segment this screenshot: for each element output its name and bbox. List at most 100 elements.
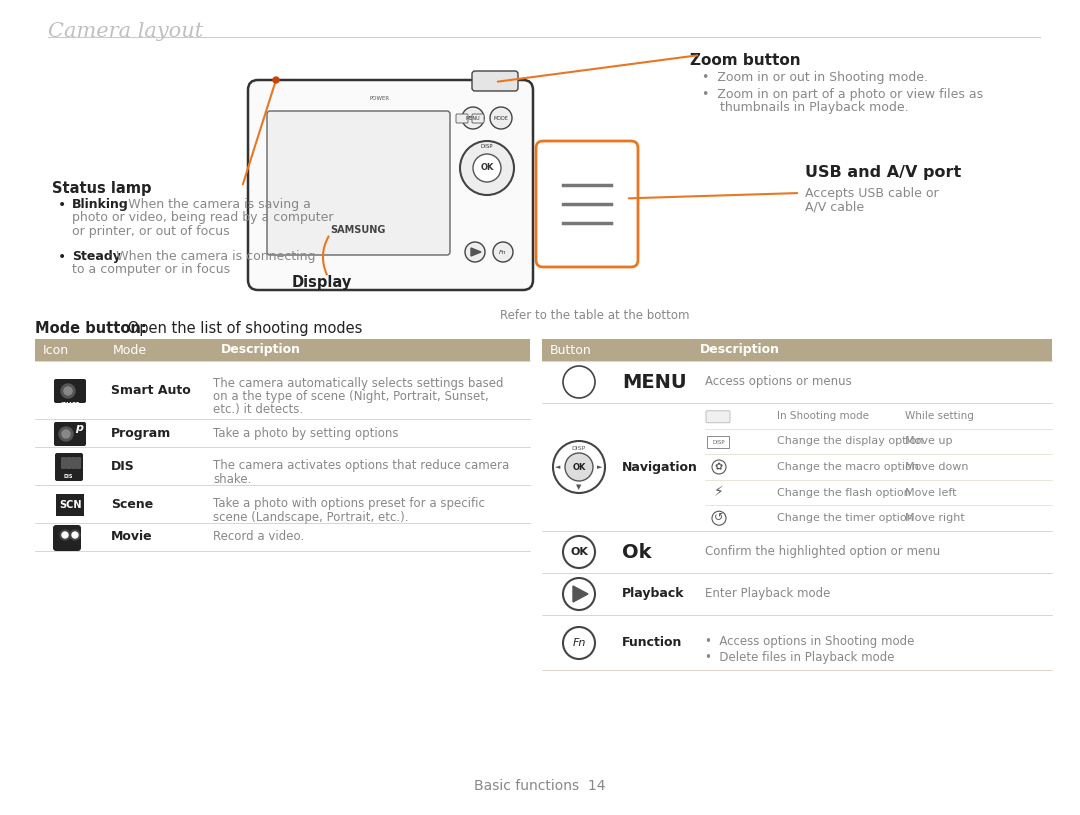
Circle shape (70, 530, 80, 540)
FancyBboxPatch shape (56, 494, 84, 516)
Text: DISP: DISP (572, 446, 586, 451)
FancyBboxPatch shape (542, 339, 1052, 361)
Text: OK: OK (572, 462, 585, 472)
Circle shape (72, 532, 78, 538)
Text: •: • (58, 198, 66, 212)
Text: ►: ► (597, 464, 603, 470)
FancyBboxPatch shape (66, 457, 71, 469)
Text: thumbnails in Playback mode.: thumbnails in Playback mode. (720, 101, 908, 114)
FancyBboxPatch shape (472, 114, 484, 123)
Text: DIS: DIS (111, 460, 135, 473)
Text: SAMSUNG: SAMSUNG (330, 225, 386, 235)
Text: photo or video, being read by a computer: photo or video, being read by a computer (72, 212, 334, 224)
Text: ◄: ◄ (555, 464, 561, 470)
Text: ▼: ▼ (577, 484, 582, 490)
Text: OK: OK (570, 547, 588, 557)
Text: Open the list of shooting modes: Open the list of shooting modes (123, 321, 363, 336)
Text: Scene: Scene (111, 497, 153, 510)
Text: Program: Program (111, 426, 172, 439)
Text: •: • (58, 250, 66, 264)
FancyBboxPatch shape (707, 436, 729, 448)
Circle shape (465, 242, 485, 262)
Text: Refer to the table at the bottom: Refer to the table at the bottom (500, 309, 689, 322)
FancyBboxPatch shape (35, 339, 530, 361)
Text: Ok: Ok (622, 543, 651, 562)
Text: Description: Description (221, 343, 301, 356)
Text: Take a photo by setting options: Take a photo by setting options (213, 426, 399, 439)
Text: Display: Display (292, 275, 352, 290)
Text: Blinking: Blinking (72, 198, 129, 211)
Text: Access options or menus: Access options or menus (705, 376, 852, 389)
Text: Mode button:: Mode button: (35, 321, 147, 336)
Text: The camera automatically selects settings based: The camera automatically selects setting… (213, 377, 503, 390)
Text: Mode: Mode (113, 343, 147, 356)
FancyBboxPatch shape (456, 114, 468, 123)
Text: scene (Landscape, Portrait, etc.).: scene (Landscape, Portrait, etc.). (213, 511, 408, 524)
FancyBboxPatch shape (536, 141, 638, 267)
Text: Steady: Steady (72, 250, 121, 263)
Circle shape (492, 242, 513, 262)
Text: Description: Description (700, 343, 780, 356)
Text: The camera activates options that reduce camera: The camera activates options that reduce… (213, 459, 510, 472)
Circle shape (712, 460, 726, 474)
FancyBboxPatch shape (54, 422, 86, 446)
FancyBboxPatch shape (55, 453, 83, 481)
Text: POWER: POWER (370, 95, 390, 100)
Text: •  Access options in Shooting mode: • Access options in Shooting mode (705, 636, 915, 649)
Text: Change the macro option: Change the macro option (777, 462, 919, 472)
Text: Basic functions  14: Basic functions 14 (474, 779, 606, 793)
Text: ↺: ↺ (714, 513, 724, 523)
Text: : When the camera is connecting: : When the camera is connecting (108, 250, 315, 263)
Text: Icon: Icon (43, 343, 69, 356)
Text: to a computer or in focus: to a computer or in focus (72, 263, 230, 276)
Circle shape (565, 453, 593, 481)
Circle shape (460, 141, 514, 195)
Text: Change the flash option: Change the flash option (777, 487, 910, 498)
FancyBboxPatch shape (248, 80, 534, 290)
Text: Playback: Playback (622, 588, 685, 601)
Circle shape (563, 627, 595, 659)
Text: Navigation: Navigation (622, 460, 698, 474)
Circle shape (553, 441, 605, 493)
FancyBboxPatch shape (54, 379, 86, 403)
Text: Move up: Move up (905, 436, 953, 447)
Text: DISP: DISP (481, 144, 494, 149)
Polygon shape (471, 248, 481, 256)
Circle shape (563, 536, 595, 568)
Text: While setting: While setting (905, 411, 974, 421)
Text: Move right: Move right (905, 513, 964, 523)
Text: Enter Playback mode: Enter Playback mode (705, 588, 831, 601)
Text: OK: OK (481, 164, 494, 173)
Circle shape (473, 154, 501, 182)
Text: •  Zoom in on part of a photo or view files as: • Zoom in on part of a photo or view fil… (702, 88, 983, 101)
Text: MENU: MENU (465, 116, 481, 121)
Circle shape (273, 77, 279, 83)
Text: or printer, or out of focus: or printer, or out of focus (72, 225, 230, 238)
Text: Change the display option: Change the display option (777, 436, 923, 447)
Text: : When the camera is saving a: : When the camera is saving a (120, 198, 311, 211)
Text: shake.: shake. (213, 473, 252, 486)
Circle shape (563, 578, 595, 610)
Text: In Shooting mode: In Shooting mode (777, 411, 869, 421)
Text: on a the type of scene (Night, Portrait, Sunset,: on a the type of scene (Night, Portrait,… (213, 390, 489, 403)
Polygon shape (573, 586, 588, 602)
Text: Change the timer option: Change the timer option (777, 513, 914, 523)
FancyBboxPatch shape (71, 457, 76, 469)
Circle shape (563, 366, 595, 398)
Text: Move left: Move left (905, 487, 957, 498)
Circle shape (712, 511, 726, 525)
Text: USB and A/V port: USB and A/V port (805, 165, 961, 180)
Text: Move down: Move down (905, 462, 969, 472)
FancyBboxPatch shape (53, 525, 81, 551)
Text: A/V cable: A/V cable (805, 201, 864, 214)
Circle shape (59, 427, 73, 441)
Text: Function: Function (622, 637, 683, 650)
Circle shape (490, 107, 512, 129)
Text: Status lamp: Status lamp (52, 181, 151, 196)
Text: etc.) it detects.: etc.) it detects. (213, 403, 303, 416)
Circle shape (60, 384, 75, 398)
Circle shape (60, 530, 70, 540)
Text: Take a photo with options preset for a specific: Take a photo with options preset for a s… (213, 497, 485, 510)
Text: ✿: ✿ (715, 462, 724, 472)
Text: •  Zoom in or out in Shooting mode.: • Zoom in or out in Shooting mode. (702, 71, 928, 84)
